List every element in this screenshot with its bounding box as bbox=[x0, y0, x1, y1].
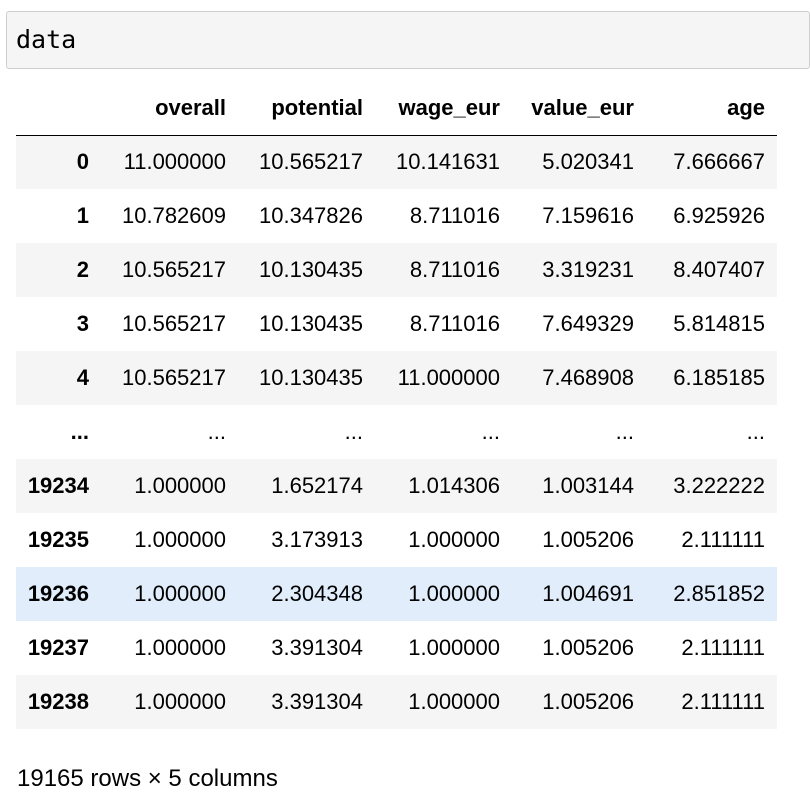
cell-age: 2.851852 bbox=[673, 581, 765, 606]
cell-age: 8.407407 bbox=[673, 257, 765, 282]
row-index: 19237 bbox=[27, 635, 89, 660]
cell-age: 2.111111 bbox=[681, 635, 765, 660]
cell-potential: 10.130435 bbox=[259, 365, 363, 390]
row-index: 4 bbox=[76, 365, 89, 390]
cell-potential: 2.304348 bbox=[271, 581, 363, 606]
cell-value-eur: 1.004691 bbox=[542, 581, 634, 606]
cell-overall: 11.000000 bbox=[123, 149, 226, 175]
row-index: 19235 bbox=[27, 527, 89, 552]
cell-wage-eur: 1.000000 bbox=[408, 581, 500, 606]
row-index: 0 bbox=[76, 149, 89, 175]
table-row: 19236 1.000000 2.304348 1.000000 1.004691 2.8… bbox=[16, 567, 777, 621]
cell-age: 2.111111 bbox=[681, 527, 765, 552]
row-index: 19234 bbox=[27, 473, 89, 498]
cell-potential: 3.173913 bbox=[271, 527, 363, 552]
table-header-row: overall potential wage_eur value_eur age bbox=[16, 82, 777, 136]
column-header-wage-eur: wage_eur bbox=[375, 82, 512, 136]
cell-value-eur: 1.005206 bbox=[542, 527, 634, 552]
cell-value-eur: 3.319231 bbox=[542, 257, 634, 282]
cell-wage-eur: 10.141631 bbox=[396, 149, 500, 175]
cell-wage-eur: 8.711016 bbox=[409, 203, 500, 228]
cell-potential: 10.130435 bbox=[259, 257, 363, 282]
cell-value-eur: 7.649329 bbox=[542, 311, 634, 336]
cell-value-eur: ... bbox=[615, 419, 634, 444]
cell-overall: 10.565217 bbox=[122, 311, 226, 336]
cell-value-eur: 1.003144 bbox=[542, 473, 634, 498]
table-row: 0 11.000000 10.565217 10.141631 5.020341 7.66… bbox=[16, 135, 777, 189]
cell-potential: 10.347826 bbox=[259, 203, 363, 228]
cell-overall: 1.000000 bbox=[134, 527, 226, 552]
row-index: 3 bbox=[76, 311, 89, 336]
row-index: 2 bbox=[76, 257, 89, 282]
cell-potential: 10.130435 bbox=[259, 311, 363, 336]
row-index: 19238 bbox=[27, 689, 89, 714]
column-header-age: age bbox=[646, 82, 777, 136]
cell-age: ... bbox=[746, 419, 765, 444]
cell-overall: 10.565217 bbox=[122, 257, 226, 282]
table-body: 0 11.000000 10.565217 10.141631 5.020341 7.66… bbox=[16, 135, 777, 729]
code-cell-input[interactable]: data bbox=[6, 11, 810, 69]
cell-age: 2.111111 bbox=[681, 689, 765, 714]
cell-potential: 1.652174 bbox=[271, 473, 363, 498]
column-header-value-eur: value_eur bbox=[512, 82, 646, 136]
cell-wage-eur: 1.000000 bbox=[408, 689, 500, 714]
cell-potential: 10.565217 bbox=[259, 149, 363, 175]
cell-value-eur: 1.005206 bbox=[542, 689, 634, 714]
code-cell-source[interactable]: data bbox=[16, 25, 77, 54]
cell-wage-eur: 8.711016 bbox=[409, 311, 500, 336]
table-row: 2 10.565217 10.130435 8.711016 3.319231 8.407… bbox=[16, 243, 777, 297]
cell-wage-eur: 11.000000 bbox=[397, 365, 500, 390]
row-index: 19236 bbox=[27, 581, 89, 606]
cell-overall: 1.000000 bbox=[134, 689, 226, 714]
cell-overall: ... bbox=[207, 419, 226, 444]
cell-value-eur: 5.020341 bbox=[542, 149, 634, 175]
cell-value-eur: 7.159616 bbox=[542, 203, 634, 228]
cell-wage-eur: 1.000000 bbox=[408, 635, 500, 660]
cell-overall: 1.000000 bbox=[134, 581, 226, 606]
table-row: .................. bbox=[16, 405, 777, 459]
table-row: 19237 1.000000 3.391304 1.000000 1.005206 2.1… bbox=[16, 621, 777, 675]
column-header-overall: overall bbox=[101, 82, 238, 136]
cell-age: 6.925926 bbox=[673, 203, 765, 228]
cell-age: 6.185185 bbox=[673, 365, 765, 390]
cell-overall: 1.000000 bbox=[134, 635, 226, 660]
cell-wage-eur: ... bbox=[481, 419, 500, 444]
cell-overall: 10.565217 bbox=[122, 365, 226, 390]
cell-age: 3.222222 bbox=[673, 473, 765, 498]
cell-overall: 10.782609 bbox=[122, 203, 226, 228]
table-row: 19235 1.000000 3.173913 1.000000 1.005206 2.1… bbox=[16, 513, 777, 567]
table-row: 19234 1.000000 1.652174 1.014306 1.003144 3.2… bbox=[16, 459, 777, 513]
cell-age: 5.814815 bbox=[673, 311, 765, 336]
row-index: 1 bbox=[76, 203, 89, 228]
cell-value-eur: 1.005206 bbox=[542, 635, 634, 660]
table-row: 1 10.782609 10.347826 8.711016 7.159616 6.925… bbox=[16, 189, 777, 243]
row-index: ... bbox=[70, 419, 89, 444]
dataframe-shape-info: 19165 rows × 5 columns bbox=[17, 765, 278, 792]
cell-overall: 1.000000 bbox=[134, 473, 226, 498]
column-header-potential: potential bbox=[238, 82, 375, 136]
table-row: 19238 1.000000 3.391304 1.000000 1.005206 2.1… bbox=[16, 675, 777, 729]
table-row: 3 10.565217 10.130435 8.711016 7.649329 5.814… bbox=[16, 297, 777, 351]
cell-age: 7.666667 bbox=[673, 149, 765, 175]
cell-value-eur: 7.468908 bbox=[542, 365, 634, 390]
cell-potential: 3.391304 bbox=[271, 635, 363, 660]
cell-wage-eur: 8.711016 bbox=[409, 257, 500, 282]
dataframe-table: overall potential wage_eur value_eur age… bbox=[16, 82, 777, 729]
cell-potential: 3.391304 bbox=[271, 689, 363, 714]
cell-wage-eur: 1.000000 bbox=[408, 527, 500, 552]
index-header bbox=[16, 82, 101, 136]
table-row: 4 10.565217 10.130435 11.000000 7.468908 6.18… bbox=[16, 351, 777, 405]
cell-wage-eur: 1.014306 bbox=[408, 473, 500, 498]
cell-potential: ... bbox=[344, 419, 363, 444]
